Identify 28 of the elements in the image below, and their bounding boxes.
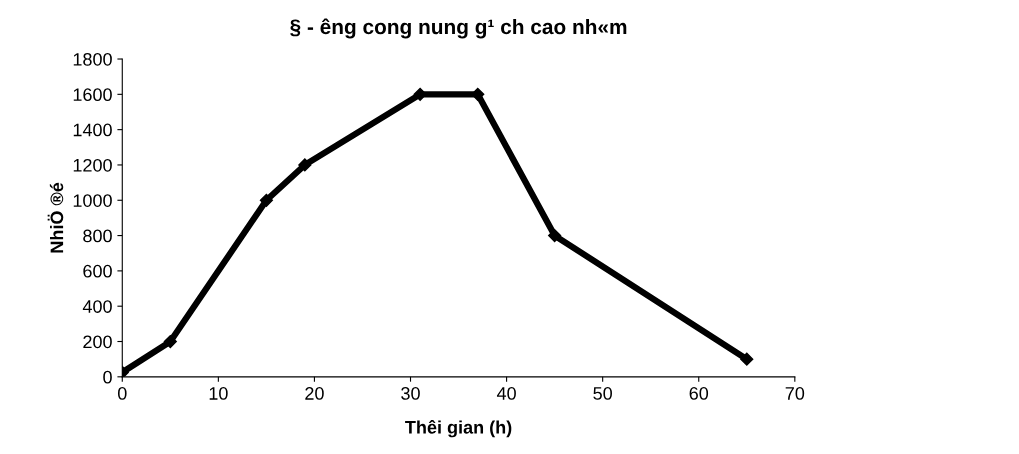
y-tick-label: 600 <box>83 264 112 278</box>
y-tick-label: 0 <box>103 370 112 384</box>
y-tick-label: 1200 <box>73 158 112 172</box>
x-tick-label: 10 <box>209 387 228 400</box>
point <box>548 228 562 243</box>
point <box>471 87 485 101</box>
y-axis-title: NhiÖ ®é <box>47 182 64 253</box>
point <box>298 158 312 172</box>
point <box>413 87 427 101</box>
x-tick-label: 0 <box>117 387 127 400</box>
y-tick-label: 1000 <box>73 194 112 207</box>
y-tick-label: 1800 <box>73 52 112 66</box>
x-tick-label: 40 <box>496 387 516 400</box>
point <box>163 334 177 349</box>
point <box>740 352 754 366</box>
y-tick-label: 1400 <box>73 123 112 137</box>
y-tick-label: 800 <box>83 229 112 243</box>
x-tick-label: 20 <box>305 387 324 400</box>
x-tick-label: 50 <box>593 387 612 400</box>
y-tick-label: 400 <box>82 300 112 313</box>
y-tick-label: 1600 <box>73 88 112 102</box>
x-axis-title: Thêi gian (h) <box>405 420 512 438</box>
point <box>259 193 273 207</box>
x-tick-label: 60 <box>689 387 709 400</box>
x-tick-label: 70 <box>785 387 805 400</box>
x-tick-label: 30 <box>401 387 420 400</box>
chart-title: § - êng cong nung g¹ ch cao nh«m <box>290 18 627 39</box>
y-tick-label: 200 <box>83 335 112 349</box>
